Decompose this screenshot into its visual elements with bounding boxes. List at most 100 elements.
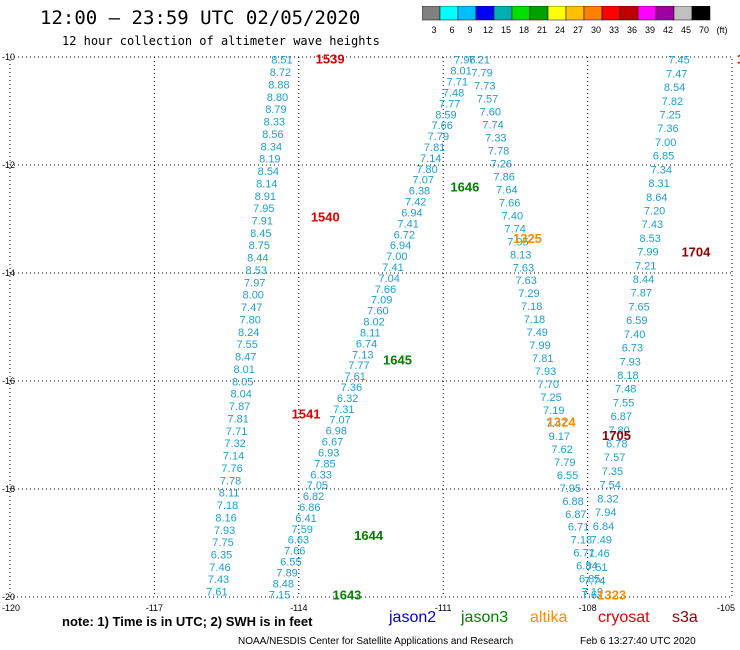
wave-height-value: 7.66 (431, 120, 452, 132)
wave-height-value: 7.71 (447, 77, 468, 89)
wave-height-value: 8.19 (259, 154, 280, 166)
wave-height-value: 7.19 (582, 587, 603, 599)
wave-height-value: 8.33 (264, 117, 285, 129)
lat-tick-label: -10 (2, 52, 15, 62)
wave-height-value: 6.78 (606, 439, 627, 451)
colorbar-label: 6 (449, 25, 454, 35)
wave-height-value: 8.54 (258, 166, 279, 178)
wave-height-value: 6.98 (326, 426, 347, 438)
colorbar-label: 3 (431, 25, 436, 35)
footnote: note: 1) Time is in UTC; 2) SWH is in fe… (62, 614, 313, 629)
wave-height-value: 6.87 (565, 509, 586, 521)
wave-height-value: 7.80 (240, 314, 261, 326)
wave-height-value: 6.71 (568, 522, 589, 534)
colorbar-label: 36 (627, 25, 637, 35)
wave-height-value: 7.33 (485, 133, 506, 145)
wave-height-value: 7.47 (666, 68, 687, 80)
wave-height-value: 7.62 (582, 589, 603, 601)
colorbar-label: 42 (663, 25, 673, 35)
map-subtitle: 12 hour collection of altimeter wave hei… (62, 34, 380, 48)
wave-height-value: 7.74 (504, 223, 525, 235)
wave-height-value: 6.67 (322, 437, 343, 449)
colorbar-label: 39 (645, 25, 655, 35)
wave-height-value: 8.47 (235, 352, 256, 364)
wave-height-value: 7.45 (668, 55, 689, 67)
wave-height-value: 8.88 (268, 79, 289, 91)
wave-height-value: 6.32 (337, 393, 358, 405)
wave-height-value: 8.75 (249, 240, 270, 252)
lat-tick-label: -20 (2, 592, 15, 602)
wave-height-value: 7.63 (515, 275, 536, 287)
colorbar-label: 30 (591, 25, 601, 35)
wave-height-value: 7.61 (344, 371, 365, 383)
wave-height-value: 7.61 (206, 587, 227, 599)
wave-height-value: 7.15 (269, 589, 290, 601)
wave-height-value: 6.35 (211, 549, 232, 561)
satellite-legend-item: s3a (672, 609, 698, 626)
wave-height-value: 6.94 (390, 240, 411, 252)
wave-height-value: 7.93 (214, 525, 235, 537)
wave-height-value: 8.54 (664, 82, 685, 94)
wave-height-value: 8.00 (243, 290, 264, 302)
lon-tick-label: -111 (435, 603, 452, 612)
lon-tick-label: -114 (290, 603, 307, 612)
pass-time-label: 1323 (597, 587, 626, 602)
wave-height-value: 6.87 (611, 411, 632, 423)
wave-height-value: 7.42 (405, 197, 426, 209)
wave-height-value: 7.36 (341, 382, 362, 394)
wave-height-value: 7.41 (397, 218, 418, 230)
wave-height-value: 6.84 (593, 521, 614, 533)
pass-time-label: 1645 (383, 352, 412, 367)
wave-height-value: 8.01 (233, 364, 254, 376)
wave-height-value: 8.91 (255, 191, 276, 203)
wave-height-value: 7.64 (496, 184, 517, 196)
satellite-legend-item: altika (530, 609, 568, 626)
wave-height-value: 7.09 (371, 295, 392, 307)
wave-height-value: 8.44 (247, 253, 268, 265)
wave-height-value: 6.72 (394, 229, 415, 241)
wave-height-value: 7.48 (615, 384, 636, 396)
pass-time-label: 1643 (332, 587, 361, 602)
pass-time-label: 1540 (311, 209, 340, 224)
wave-height-value: 7.60 (367, 306, 388, 318)
wave-height-value: 8.31 (648, 178, 669, 190)
wave-height-value: 7.85 (314, 458, 335, 470)
wave-height-value: 7.25 (659, 110, 680, 122)
colorbar-label: 45 (681, 25, 691, 35)
wave-height-value: 7.35 (602, 466, 623, 478)
wave-height-value: 7.55 (613, 397, 634, 409)
wave-height-value: 6.63 (288, 535, 309, 547)
wave-height-value: 7.48 (443, 87, 464, 99)
wave-height-value: 6.82 (303, 491, 324, 503)
wave-height-value: 7.86 (493, 171, 514, 183)
wave-height-value: 7.94 (595, 507, 616, 519)
wave-height-value: 7.20 (644, 205, 665, 217)
wave-height-value: 8.16 (215, 512, 236, 524)
wave-height-value: 7.59 (292, 524, 313, 536)
wave-height-value: 7.51 (586, 562, 607, 574)
wave-height-value: 7.60 (480, 107, 501, 119)
wave-height-value: 7.99 (529, 340, 550, 352)
wave-height-value: 7.77 (439, 98, 460, 110)
wave-height-value: 7.79 (554, 457, 575, 469)
wave-height-value: 7.43 (642, 219, 663, 231)
wave-height-value: 7.49 (591, 534, 612, 546)
wave-height-value: 7.87 (229, 401, 250, 413)
wave-height-value: 6.38 (409, 186, 430, 198)
lon-tick-label: -105 (717, 603, 735, 612)
wave-height-value: 7.93 (619, 356, 640, 368)
wave-height-value: 7.89 (276, 567, 297, 579)
wave-height-value: 7.57 (604, 452, 625, 464)
wave-height-value: 6.74 (356, 338, 377, 350)
pass-time-label: 1704 (681, 244, 711, 259)
wave-height-value: 6.85 (579, 574, 600, 586)
satellite-legend-item: cryosat (598, 609, 650, 626)
wave-height-value: 7.07 (329, 415, 350, 427)
wave-height-value: 7.05 (307, 480, 328, 492)
wave-height-value: 7.21 (635, 260, 656, 272)
wave-height-value: 6.55 (280, 557, 301, 569)
wave-height-value: 7.07 (413, 175, 434, 187)
wave-height-value: 8.53 (639, 233, 660, 245)
pass-time-label: 1705 (602, 428, 631, 443)
wave-height-value: 7.77 (348, 360, 369, 372)
